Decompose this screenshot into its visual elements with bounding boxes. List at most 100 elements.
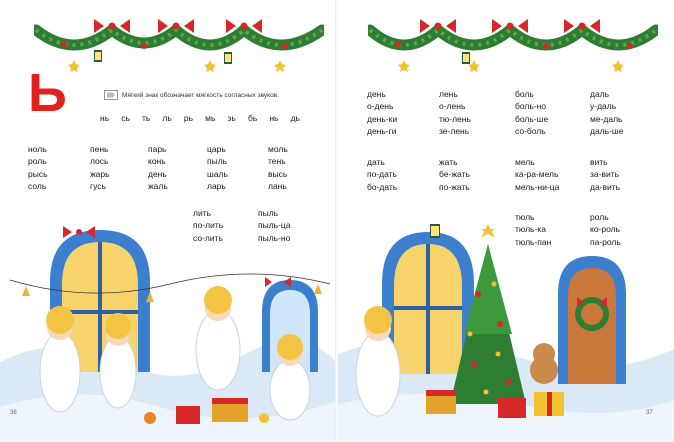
word: по-лить <box>193 220 224 231</box>
word: да-вить <box>590 181 621 192</box>
left-page: Ь Мягкий знак обозначает мягкость соглас… <box>0 0 336 442</box>
word-column: лить по-лить со-лить <box>193 207 223 244</box>
syllable: дь <box>290 113 300 123</box>
word: ме-даль <box>590 113 623 124</box>
syllable: нь <box>100 113 110 123</box>
word: конь <box>148 156 166 167</box>
word-column: царь пыль шаль ларь <box>207 143 228 193</box>
word: пыль-но <box>258 232 291 243</box>
word: пень <box>90 144 109 154</box>
word-column: мель ка-ра-мель мель-ни-ца <box>515 156 559 193</box>
word: рысь <box>28 168 48 179</box>
word: день-ки <box>367 113 398 124</box>
word: лань <box>268 181 287 192</box>
syllable: ть <box>142 113 151 123</box>
word-column: роль ко-роль па-роль <box>590 211 621 248</box>
word: тень <box>268 156 286 167</box>
word: мель-ни-ца <box>515 181 560 192</box>
word: тюль-пан <box>515 236 552 247</box>
angels-window-illustration <box>0 226 336 442</box>
word: даль <box>590 89 610 99</box>
word: лось <box>90 156 109 167</box>
word: мель <box>515 157 535 167</box>
word: о-день <box>367 101 394 112</box>
word-column: боль боль-но боль-ше со-боль <box>515 88 548 138</box>
word: лень <box>439 89 458 99</box>
word-column: ноль роль рысь соль <box>28 143 48 193</box>
word: боль-ше <box>515 113 549 124</box>
word: тюль <box>515 212 535 222</box>
word: со-боль <box>515 126 546 137</box>
word: моль <box>268 144 288 154</box>
letter-heading: Ь <box>28 63 67 123</box>
page-number: 37 <box>646 410 653 416</box>
syllable: рь <box>183 113 194 123</box>
word: у-даль <box>590 101 617 112</box>
word-column: вить за-вить да-вить <box>590 156 620 193</box>
word: жать <box>439 157 458 167</box>
word: соль <box>28 181 47 192</box>
word: жаль <box>148 181 168 192</box>
syllable: сь <box>121 113 130 123</box>
word-column: дать по-дать бо-дать <box>367 156 397 193</box>
word: дать <box>367 157 385 167</box>
word: за-вить <box>590 169 620 180</box>
word: па-роль <box>590 236 621 247</box>
word: боль-но <box>515 101 547 112</box>
word-column: моль тень высь лань <box>268 143 288 193</box>
syllable: нь <box>269 113 279 123</box>
word-column: даль у-даль ме-даль даль-ше <box>590 88 623 138</box>
word: боль <box>515 89 534 99</box>
word-column: пень лось жарь гусь <box>90 143 110 193</box>
word: ка-ра-мель <box>515 169 559 180</box>
syllable: бь <box>247 113 258 123</box>
word-column: тюль тюль-ка тюль-пан <box>515 211 551 248</box>
word: лить <box>193 208 212 218</box>
word: высь <box>268 168 288 179</box>
word: тюль-ка <box>515 224 546 235</box>
word: царь <box>207 144 226 154</box>
word: шаль <box>207 168 228 179</box>
christmas-tree-illustration <box>338 224 674 442</box>
word: день-ги <box>367 126 397 137</box>
syllable: зь <box>227 113 236 123</box>
word: ноль <box>28 144 47 154</box>
syllable: ль <box>162 113 172 123</box>
word: день <box>367 89 386 99</box>
word-column: лень о-лень тю-лень зе-лень <box>439 88 471 138</box>
word-column: день о-день день-ки день-ги <box>367 88 397 138</box>
syllable: мь <box>205 113 216 123</box>
word: гусь <box>90 181 106 192</box>
word: по-жать <box>439 181 470 192</box>
word: даль-ше <box>590 126 624 137</box>
word: тю-лень <box>439 113 471 124</box>
word: роль <box>590 212 609 222</box>
word: ларь <box>207 181 226 192</box>
word: бе-жать <box>439 169 470 180</box>
word-column: пыль пыль-ца пыль-но <box>258 207 291 244</box>
page-number: 36 <box>10 410 17 416</box>
rule-text: Мягкий знак обозначает мягкость согласны… <box>122 92 279 99</box>
word: бо-дать <box>367 181 398 192</box>
word: роль <box>28 156 47 167</box>
word: ко-роль <box>590 224 621 235</box>
word-column: парь конь день жаль <box>148 143 168 193</box>
word: со-лить <box>193 232 223 243</box>
word: о-лень <box>439 101 466 112</box>
word-column: жать бе-жать по-жать <box>439 156 470 193</box>
word: пыль-ца <box>258 220 291 231</box>
garland-left <box>34 19 324 72</box>
word: пыль <box>207 156 228 167</box>
word: день <box>148 168 167 179</box>
word: вить <box>590 157 608 167</box>
word: по-дать <box>367 169 397 180</box>
book-spine <box>335 0 339 442</box>
syllable-row: нь сь ть ль рь мь зь бь нь дь <box>100 113 300 123</box>
garland-right <box>368 19 658 72</box>
word: зе-лень <box>439 126 470 137</box>
word: жарь <box>90 168 110 179</box>
book-icon <box>104 90 118 100</box>
word: пыль <box>258 208 279 218</box>
right-page: день о-день день-ки день-ги лень о-лень … <box>338 0 674 442</box>
word: парь <box>148 144 167 154</box>
